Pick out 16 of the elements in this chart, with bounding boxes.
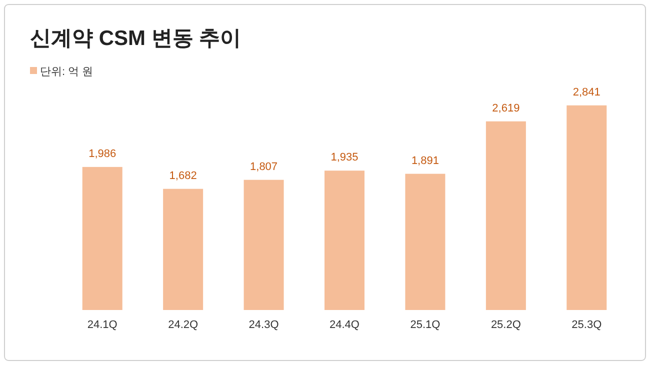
x-tick-label: 24.3Q — [248, 319, 280, 331]
data-label: 1,807 — [250, 160, 278, 173]
data-label: 2,841 — [572, 86, 600, 98]
chart-title: 신계약 CSM 변동 추이 — [30, 27, 242, 50]
x-tick-label: 25.3Q — [572, 319, 602, 331]
data-label: 1,891 — [411, 154, 439, 167]
x-tick-label: 24.4Q — [330, 319, 360, 331]
x-tick-label: 24.1Q — [87, 319, 118, 331]
data-label: 2,619 — [492, 102, 520, 114]
data-label: 1,935 — [330, 152, 358, 164]
x-tick-label: 24.2Q — [168, 319, 198, 331]
text: 단위: 억 원 — [40, 66, 94, 78]
x-tick-label: 25.2Q — [490, 319, 522, 331]
x-tick-label: 25.1Q — [410, 319, 441, 331]
data-label: 1,986 — [88, 148, 116, 160]
data-label: 1,682 — [169, 170, 197, 182]
